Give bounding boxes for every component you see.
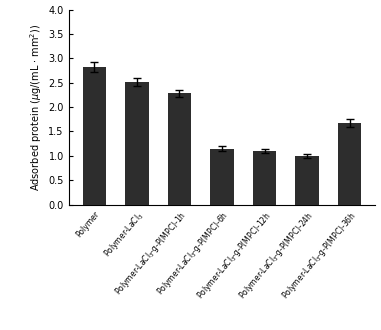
Bar	[253, 151, 276, 205]
Bar	[210, 148, 234, 205]
Bar	[125, 82, 149, 205]
Y-axis label: Adsorbed protein ($\mu$g/(mL $\cdot$ mm$^2$)): Adsorbed protein ($\mu$g/(mL $\cdot$ mm$…	[28, 23, 44, 191]
Bar	[83, 67, 106, 205]
Bar	[168, 93, 191, 205]
Bar	[296, 156, 319, 205]
Bar	[338, 123, 362, 205]
